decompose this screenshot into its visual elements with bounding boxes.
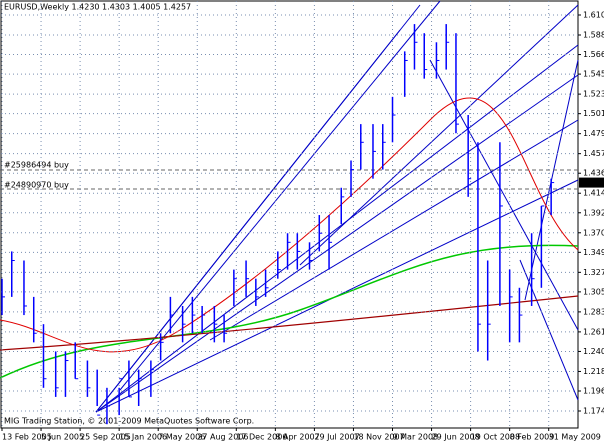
y-tick-label: 1.3925 xyxy=(583,208,604,217)
price-label-box xyxy=(579,177,604,188)
x-tick-label: 29 Jul 2007 xyxy=(314,433,359,442)
y-tick-label: 1.6100 xyxy=(583,11,604,20)
y-tick-label: 1.2400 xyxy=(583,347,604,356)
y-tick-label: 1.5015 xyxy=(583,109,604,118)
y-tick-label: 1.2835 xyxy=(583,307,604,316)
order-label: #25986494 buy xyxy=(4,161,69,170)
y-tick-label: 1.5665 xyxy=(583,50,604,59)
y-tick-label: 1.5450 xyxy=(583,70,604,79)
y-tick-label: 1.5880 xyxy=(583,31,604,40)
x-tick-label: 27 Aug 2006 xyxy=(197,433,248,442)
y-tick-label: 1.5230 xyxy=(583,90,604,99)
y-tick-label: 1.4360 xyxy=(583,169,604,178)
moving-average xyxy=(0,97,579,353)
x-tick-label: 5 Jun 2005 xyxy=(41,433,84,442)
x-tick-label: 8 Apr 2007 xyxy=(275,433,319,442)
x-tick-label: 9 Mar 2008 xyxy=(393,433,439,442)
moving-average xyxy=(0,244,579,379)
chart-title: EURUSD,Weekly 1.4230 1.4303 1.4005 1.425… xyxy=(4,3,191,12)
plot-frame xyxy=(0,0,579,429)
y-tick-label: 1.4795 xyxy=(583,129,604,138)
y-tick-label: 1.2180 xyxy=(583,367,604,376)
y-tick-label: 1.1745 xyxy=(583,407,604,416)
moving-average xyxy=(0,295,579,351)
y-tick-label: 1.2615 xyxy=(583,327,604,336)
x-tick-label: 15 Jan 2006 xyxy=(119,433,167,442)
y-tick-label: 1.3270 xyxy=(583,268,604,277)
y-tick-label: 1.4575 xyxy=(583,149,604,158)
y-tick-label: 1.1965 xyxy=(583,386,604,395)
x-tick-label: 31 May 2009 xyxy=(549,433,601,442)
x-tick-label: 25 Sep 2005 xyxy=(80,433,131,442)
y-tick-label: 1.3490 xyxy=(583,248,604,257)
order-label: #24890970 buy xyxy=(4,181,69,190)
x-tick-label: 7 May 2006 xyxy=(158,433,205,442)
x-tick-label: 17 Dec 2006 xyxy=(236,433,287,442)
y-tick-label: 1.4140 xyxy=(583,189,604,198)
y-tick-label: 1.3055 xyxy=(583,287,604,296)
price-label: 1.4257 xyxy=(581,178,604,187)
x-tick-label: 18 Nov 2007 xyxy=(353,433,404,442)
x-tick-label: 13 Feb 2005 xyxy=(2,433,52,442)
x-tick-label: 8 Feb 2009 xyxy=(510,433,555,442)
y-tick-label: 1.3705 xyxy=(583,228,604,237)
x-tick-label: 29 Jun 2008 xyxy=(432,433,480,442)
footer: MIG Trading Station, © 2001-2009 MetaQuo… xyxy=(4,417,254,426)
x-tick-label: 19 Oct 2008 xyxy=(471,433,520,442)
